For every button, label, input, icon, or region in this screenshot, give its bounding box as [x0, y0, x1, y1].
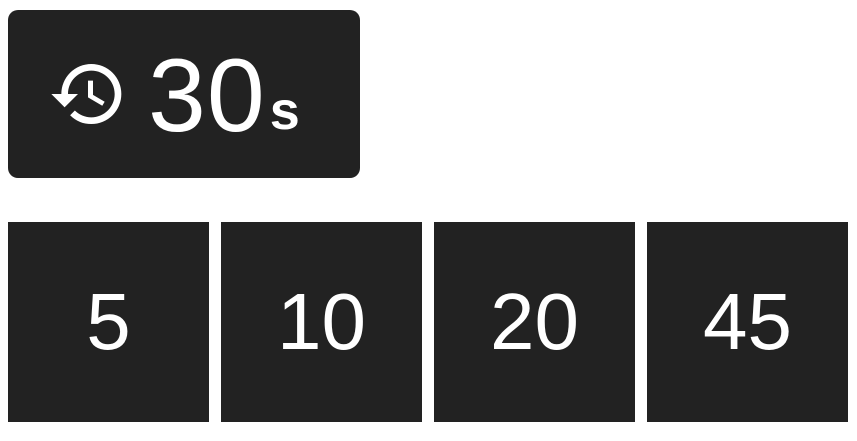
timer-value: 30	[148, 38, 266, 154]
preset-buttons: 5 10 20 45	[8, 222, 848, 422]
preset-10-button[interactable]: 10	[221, 222, 422, 422]
history-icon	[48, 54, 128, 134]
preset-5-button[interactable]: 5	[8, 222, 209, 422]
preset-20-button[interactable]: 20	[434, 222, 635, 422]
current-timer-display[interactable]: 30 s	[8, 10, 360, 178]
timer-unit: s	[269, 81, 300, 141]
preset-45-button[interactable]: 45	[647, 222, 848, 422]
